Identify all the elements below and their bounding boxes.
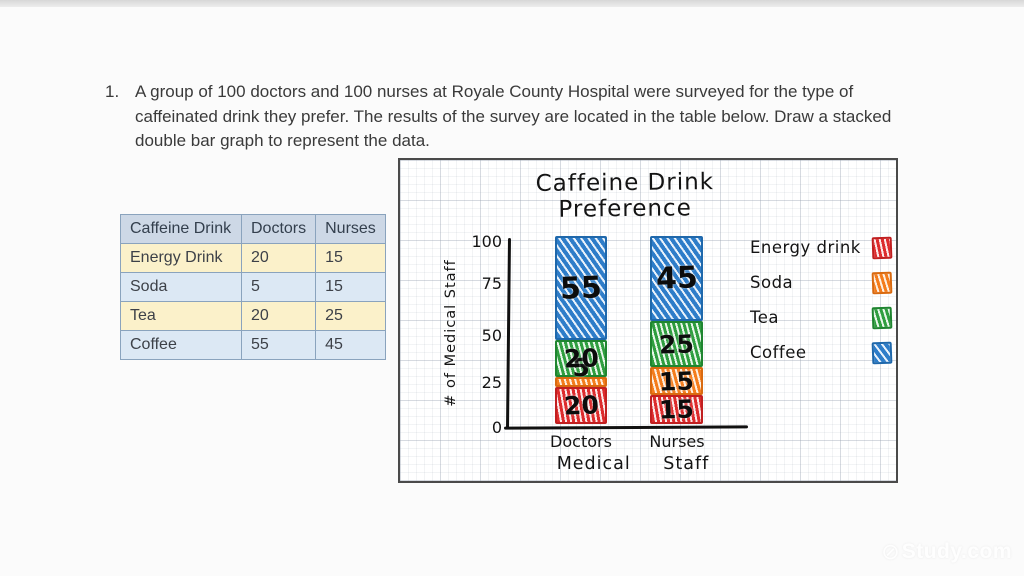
segment-doctors-tea: 20	[555, 340, 607, 377]
watermark-text: Study.com	[901, 540, 1012, 563]
segment-nurses-soda: 15	[650, 365, 703, 397]
table-row: Tea 20 25	[120, 301, 386, 331]
question-text: A group of 100 doctors and 100 nurses at…	[135, 82, 892, 150]
cell-doctors: 20	[240, 243, 317, 273]
table-row: Soda 5 15	[120, 272, 386, 302]
legend-label: Tea	[750, 308, 780, 327]
cell-drink: Tea	[120, 301, 242, 331]
ytick-50: 50	[481, 326, 502, 345]
y-axis-line	[506, 237, 511, 430]
cell-nurses: 15	[315, 272, 386, 302]
legend-item-energy-drink: Energy drink	[750, 236, 893, 259]
legend-label: Energy drink	[750, 238, 861, 257]
segment-nurses-energy-drink: 15	[650, 394, 703, 425]
segment-nurses-tea: 25	[650, 321, 703, 367]
legend-swatch-orange-icon	[871, 271, 893, 294]
segment-value: 20	[563, 343, 599, 374]
studycom-watermark: ⊘ Study.com	[881, 540, 1012, 564]
table-row: Energy Drink 20 15	[120, 243, 386, 273]
bar-doctors: 20 5 20 55	[555, 236, 607, 424]
legend-swatch-green-icon	[871, 306, 893, 329]
chart-legend: Energy drink Soda Tea Coffee	[750, 236, 893, 364]
cell-doctors: 20	[240, 301, 317, 331]
segment-doctors-energy-drink: 20	[555, 387, 607, 424]
category-label-doctors: Doctors	[550, 432, 612, 451]
table-row: Coffee 55 45	[120, 330, 386, 360]
question-number: 1.	[105, 82, 120, 101]
ytick-0: 0	[491, 418, 502, 437]
cell-drink: Energy Drink	[120, 243, 242, 273]
segment-doctors-coffee: 55	[555, 236, 607, 340]
category-label-nurses: Nurses	[649, 432, 705, 451]
question-block: 1. A group of 100 doctors and 100 nurses…	[105, 80, 905, 154]
legend-item-coffee: Coffee	[750, 341, 893, 364]
ytick-25: 25	[481, 373, 502, 392]
stacked-bar-chart: Caffeine Drink Preference # of Medical S…	[398, 158, 898, 483]
x-axis-label: Medical Staff	[556, 454, 710, 474]
cell-doctors: 55	[240, 330, 317, 360]
legend-label: Coffee	[750, 343, 807, 362]
x-axis-line	[503, 425, 749, 430]
legend-swatch-blue-icon	[871, 341, 893, 364]
segment-nurses-coffee: 45	[650, 236, 703, 321]
header-caffeine-drink: Caffeine Drink	[120, 214, 242, 244]
cell-nurses: 45	[315, 330, 386, 360]
legend-swatch-red-icon	[871, 236, 893, 259]
caffeine-data-table: Caffeine Drink Doctors Nurses Energy Dri…	[120, 214, 386, 360]
page-top-strip	[0, 0, 1024, 7]
cell-nurses: 15	[315, 243, 386, 273]
header-nurses: Nurses	[315, 214, 386, 244]
segment-value: 20	[563, 390, 599, 421]
header-doctors: Doctors	[240, 214, 317, 244]
legend-item-soda: Soda	[750, 271, 893, 294]
segment-value: 55	[559, 269, 603, 307]
segment-value: 15	[658, 394, 695, 425]
legend-label: Soda	[750, 273, 794, 292]
studycom-logo-icon: ⊘	[881, 539, 900, 564]
segment-value: 15	[658, 365, 695, 397]
ytick-100: 100	[471, 232, 502, 251]
legend-item-tea: Tea	[750, 306, 893, 329]
bar-nurses: 15 15 25 45	[650, 236, 703, 425]
cell-drink: Soda	[120, 272, 242, 302]
table-header-row: Caffeine Drink Doctors Nurses	[120, 214, 386, 244]
ytick-75: 75	[481, 274, 502, 293]
segment-value: 25	[658, 328, 695, 360]
chart-title: Caffeine Drink Preference	[535, 169, 715, 223]
cell-nurses: 25	[315, 301, 386, 331]
cell-drink: Coffee	[120, 330, 242, 360]
cell-doctors: 5	[240, 272, 317, 302]
segment-doctors-soda: 5	[555, 353, 607, 387]
segment-value: 45	[655, 260, 698, 297]
